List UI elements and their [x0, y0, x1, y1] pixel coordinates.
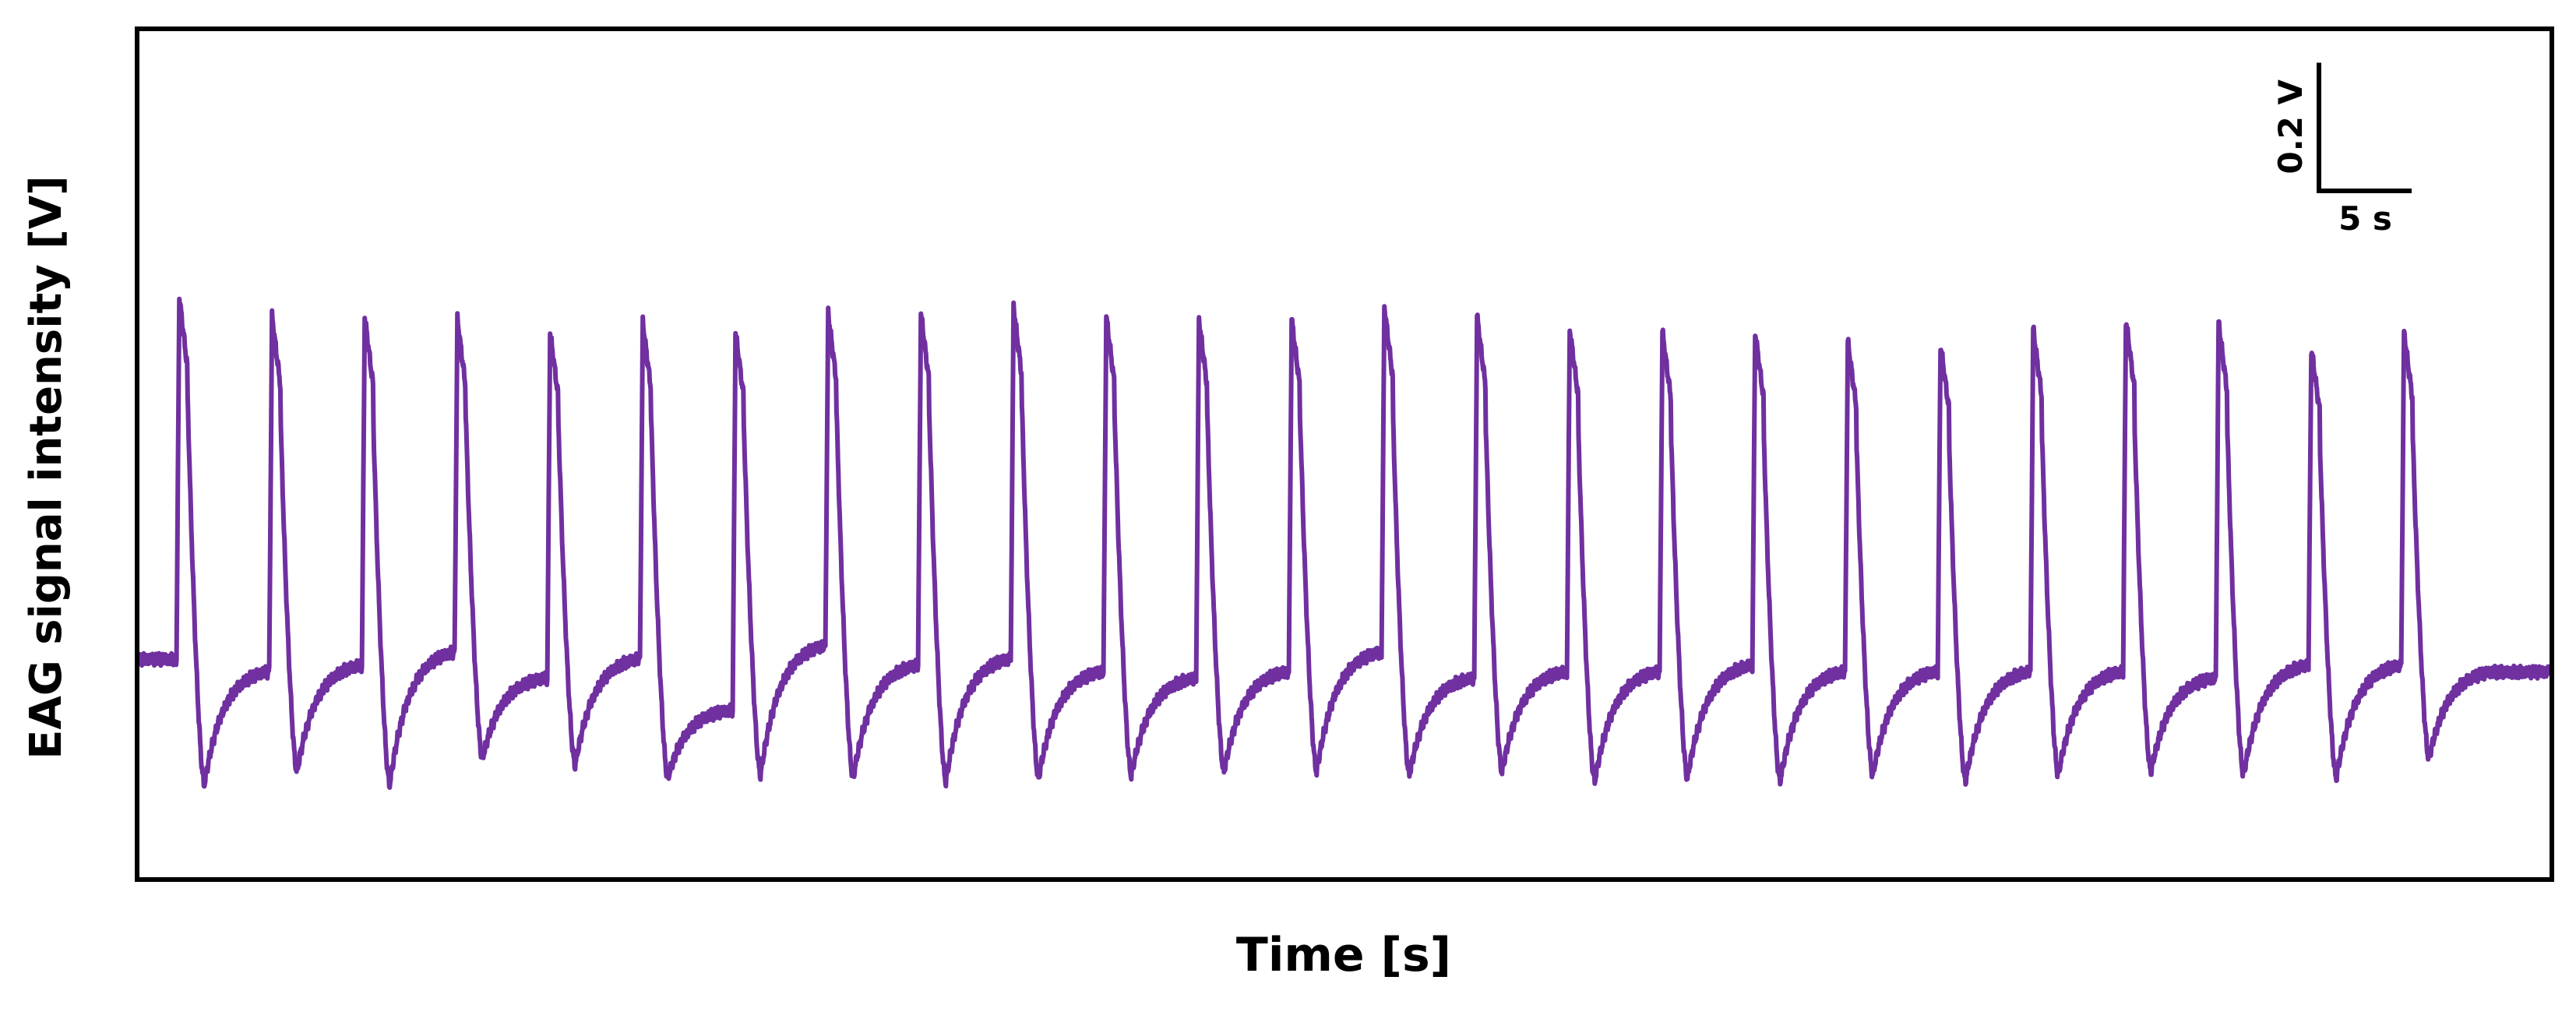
scale-bar-x-label: 5 s: [2338, 199, 2392, 238]
signal-trace-0: [137, 296, 2552, 790]
plot-frame: [135, 26, 2554, 882]
scale-bar: 0.2 V 5 s: [2271, 62, 2412, 238]
scale-bar-y-label: 0.2 V: [2271, 79, 2310, 174]
y-axis-label: EAG signal intensity [V]: [21, 175, 72, 760]
plot-area: [137, 296, 2552, 790]
x-axis-label: Time [s]: [1236, 928, 1451, 982]
